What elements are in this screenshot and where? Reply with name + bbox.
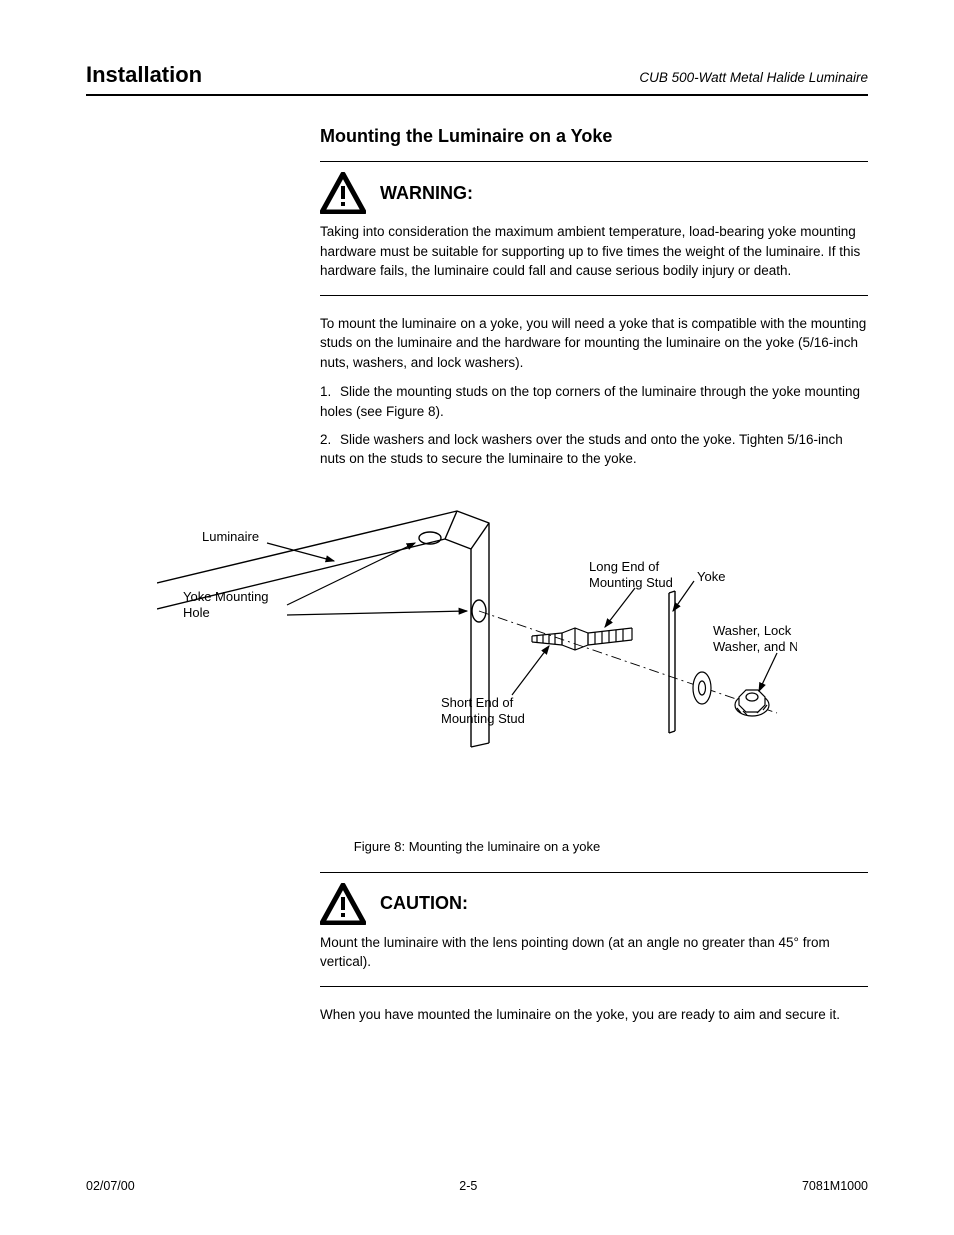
- closing-paragraph: When you have mounted the luminaire on t…: [320, 1005, 868, 1025]
- footer-page: 2-5: [459, 1179, 477, 1193]
- footer-date: 02/07/00: [86, 1179, 135, 1193]
- label-yoke-hole-line1: Yoke Mounting: [183, 589, 269, 604]
- label-yoke: Yoke: [697, 569, 725, 584]
- warning-word: WARNING:: [380, 183, 473, 204]
- warning-body: Taking into consideration the maximum am…: [320, 222, 868, 281]
- warning-head: WARNING:: [320, 172, 868, 214]
- footer-docnum: 7081M1000: [802, 1179, 868, 1193]
- label-stud-short-line1: Short End of: [441, 695, 514, 710]
- caution-triangle-icon: [320, 883, 366, 925]
- label-nut-line1: Washer, Lock: [713, 623, 792, 638]
- warning-block-1: WARNING: Taking into consideration the m…: [320, 161, 868, 296]
- intro-paragraph: To mount the luminaire on a yoke, you wi…: [320, 314, 868, 373]
- page-footer: 02/07/00 2-5 7081M1000: [86, 1179, 868, 1193]
- caution-block: CAUTION: Mount the luminaire with the le…: [320, 872, 868, 987]
- caution-body: Mount the luminaire with the lens pointi…: [320, 933, 868, 972]
- label-nut-line2: Washer, and Nut: [713, 639, 797, 654]
- label-yoke-hole-line2: Hole: [183, 605, 210, 620]
- caution-head: CAUTION:: [320, 883, 868, 925]
- figure-caption: Figure 8: Mounting the luminaire on a yo…: [86, 839, 868, 854]
- figure-8: Luminaire Yoke Mounting Hole Short End o…: [86, 483, 868, 854]
- warning-triangle-icon: [320, 172, 366, 214]
- header-title: Installation: [86, 62, 202, 88]
- page-header: Installation CUB 500-Watt Metal Halide L…: [86, 62, 868, 96]
- label-stud-long-line1: Long End of: [589, 559, 660, 574]
- label-luminaire: Luminaire: [202, 529, 259, 544]
- step-number: 1.: [320, 382, 340, 402]
- figure-diagram: Luminaire Yoke Mounting Hole Short End o…: [157, 483, 797, 833]
- step-number: 2.: [320, 430, 340, 450]
- caution-word: CAUTION:: [380, 893, 468, 914]
- step-text: Slide the mounting studs on the top corn…: [320, 384, 860, 419]
- section-title: Mounting the Luminaire on a Yoke: [320, 126, 868, 147]
- step-1: 1.Slide the mounting studs on the top co…: [320, 382, 868, 421]
- step-text: Slide washers and lock washers over the …: [320, 432, 843, 467]
- label-stud-long-line2: Mounting Stud: [589, 575, 673, 590]
- label-stud-short-line2: Mounting Stud: [441, 711, 525, 726]
- header-subtitle: CUB 500-Watt Metal Halide Luminaire: [639, 70, 868, 85]
- step-2: 2.Slide washers and lock washers over th…: [320, 430, 868, 469]
